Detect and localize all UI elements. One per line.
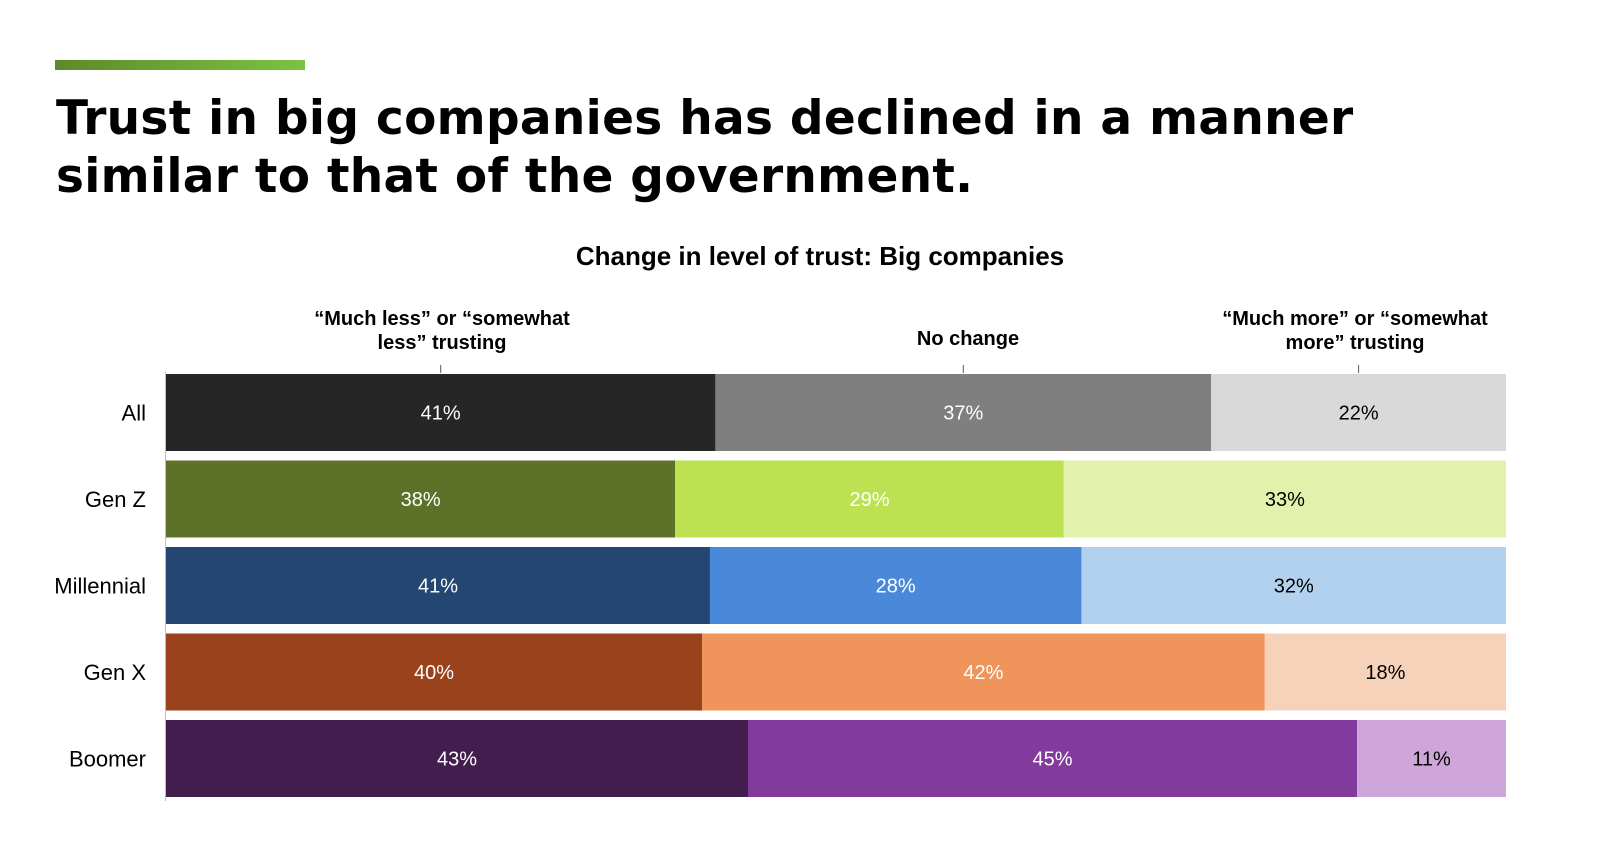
data-label: 45% — [1033, 749, 1073, 771]
bar-segment — [166, 720, 749, 797]
data-label: 18% — [1365, 662, 1405, 684]
bar-segment — [675, 460, 1064, 538]
bar-segment — [166, 374, 716, 451]
data-label: 28% — [876, 576, 916, 598]
data-label: 37% — [943, 403, 983, 425]
data-label: 41% — [421, 403, 461, 425]
data-label: 40% — [414, 662, 454, 684]
bar-segment — [1063, 460, 1506, 538]
page-title: Trust in big companies has declined in a… — [56, 91, 1354, 204]
chart-title: Change in level of trust: Big companies — [575, 241, 1065, 271]
bar-segment — [1081, 547, 1506, 624]
data-label: 32% — [1274, 576, 1314, 598]
category-label: Boomer — [69, 747, 146, 772]
category-label: Gen Z — [85, 487, 146, 512]
bar-segment — [715, 374, 1212, 451]
bar-segment — [748, 720, 1358, 797]
category-label: Gen X — [84, 660, 147, 685]
bar-segment — [1264, 633, 1506, 711]
bar-segment — [166, 633, 702, 711]
data-label: 38% — [401, 489, 441, 511]
data-label: 22% — [1339, 403, 1379, 425]
bar-segment — [1211, 374, 1506, 451]
data-label: 42% — [963, 662, 1003, 684]
bar-segment — [1357, 720, 1506, 797]
column-header-no-change: No change — [916, 328, 1020, 350]
bar-segment — [166, 460, 676, 538]
data-label: 11% — [1412, 749, 1451, 771]
category-label: All — [122, 401, 146, 426]
category-label: Millennial — [54, 574, 146, 599]
bar-segment — [702, 633, 1265, 711]
column-header-more-trusting: “Much more” or “somewhat more” trusting — [1222, 308, 1488, 354]
data-label: 41% — [418, 576, 458, 598]
data-label: 33% — [1265, 489, 1305, 511]
data-label: 43% — [437, 749, 477, 771]
accent-bar — [55, 60, 305, 70]
column-header-less-trusting: “Much less” or “somewhat less” trusting — [314, 308, 570, 354]
data-label: 29% — [849, 489, 889, 511]
bar-segment — [709, 547, 1082, 624]
bar-segment — [166, 547, 710, 624]
